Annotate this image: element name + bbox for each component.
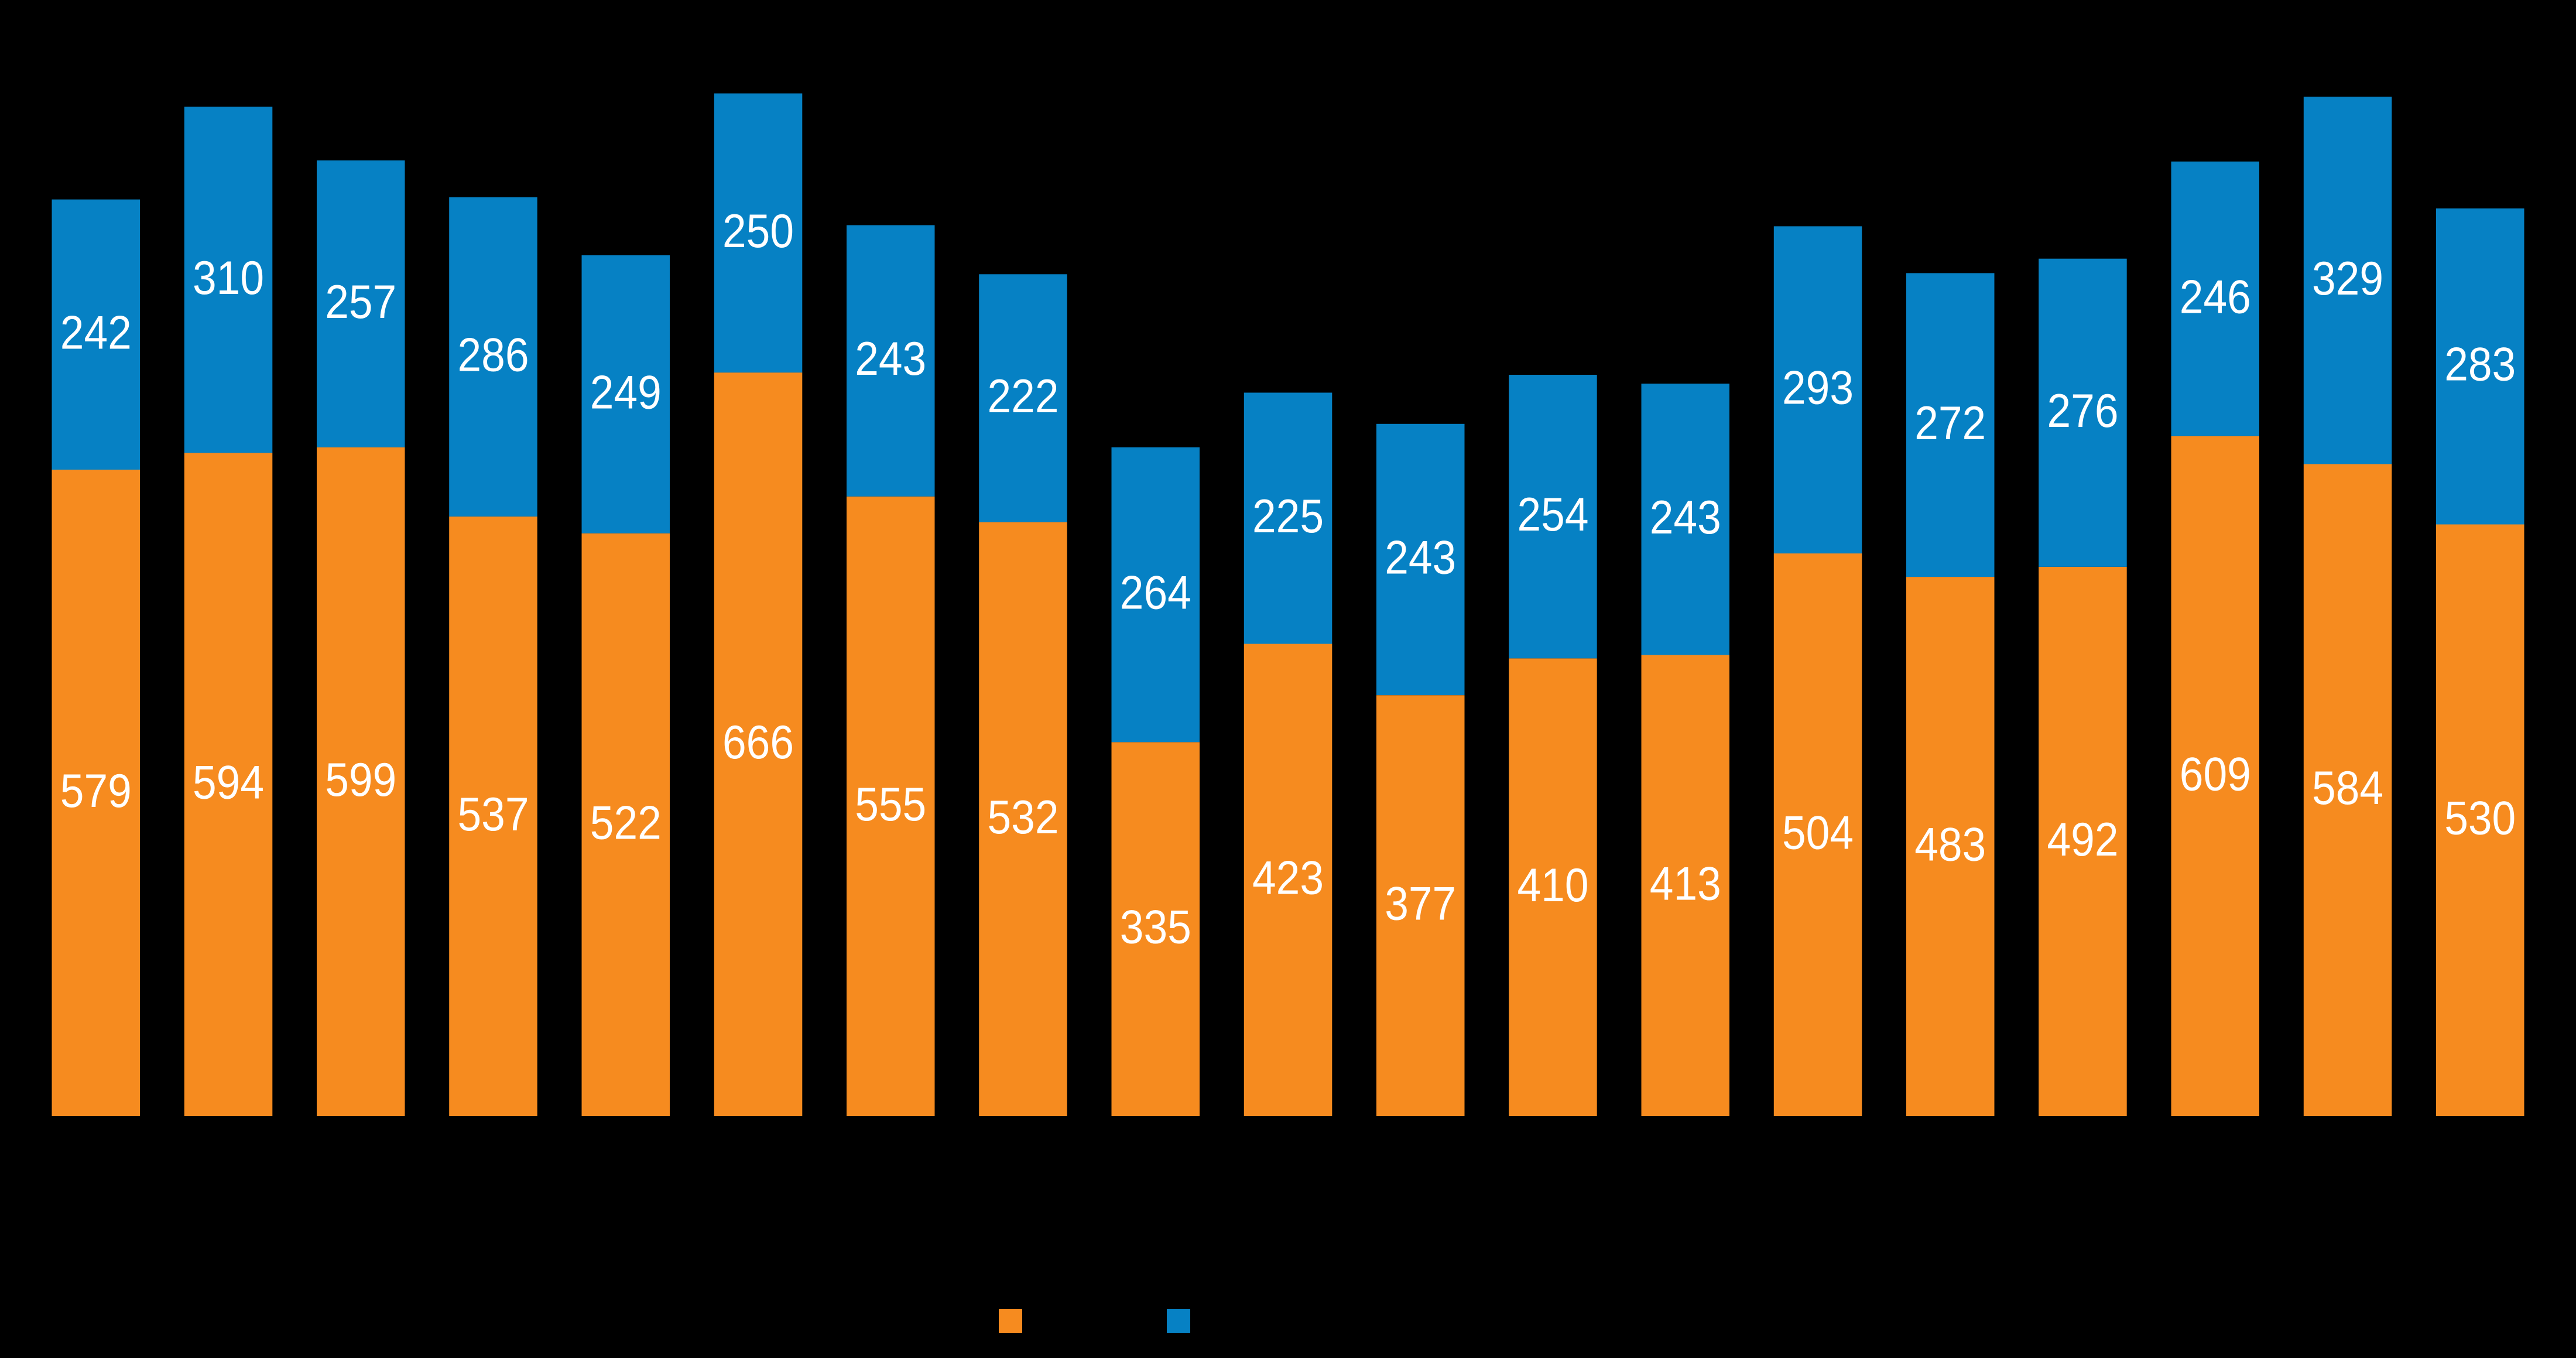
svg-text:609: 609 bbox=[2180, 748, 2251, 801]
svg-text:293: 293 bbox=[1782, 362, 1854, 415]
svg-text:599: 599 bbox=[325, 754, 396, 806]
svg-text:537: 537 bbox=[458, 788, 529, 841]
svg-text:310: 310 bbox=[193, 252, 264, 305]
svg-text:257: 257 bbox=[325, 276, 396, 329]
svg-text:250: 250 bbox=[722, 205, 794, 258]
svg-text:483: 483 bbox=[1914, 819, 1986, 871]
svg-text:335: 335 bbox=[1120, 901, 1191, 954]
svg-text:243: 243 bbox=[1650, 491, 1721, 544]
svg-text:242: 242 bbox=[60, 306, 132, 359]
svg-text:329: 329 bbox=[2312, 252, 2383, 305]
svg-text:532: 532 bbox=[988, 791, 1059, 844]
svg-text:666: 666 bbox=[722, 716, 794, 769]
svg-text:243: 243 bbox=[855, 333, 926, 385]
svg-text:594: 594 bbox=[193, 757, 264, 809]
svg-text:264: 264 bbox=[1120, 567, 1191, 620]
svg-text:413: 413 bbox=[1650, 857, 1721, 910]
svg-text:272: 272 bbox=[1914, 397, 1986, 450]
svg-text:246: 246 bbox=[2180, 271, 2251, 323]
svg-text:530: 530 bbox=[2444, 792, 2516, 845]
svg-text:283: 283 bbox=[2444, 338, 2516, 391]
svg-text:423: 423 bbox=[1252, 852, 1324, 905]
svg-text:225: 225 bbox=[1252, 490, 1324, 543]
svg-text:504: 504 bbox=[1782, 807, 1854, 860]
svg-text:377: 377 bbox=[1385, 878, 1456, 931]
svg-text:492: 492 bbox=[2047, 813, 2119, 866]
svg-text:243: 243 bbox=[1385, 532, 1456, 584]
svg-text:410: 410 bbox=[1517, 859, 1589, 912]
svg-text:522: 522 bbox=[590, 796, 662, 849]
svg-text:276: 276 bbox=[2047, 385, 2119, 437]
svg-text:579: 579 bbox=[60, 765, 132, 817]
svg-text:222: 222 bbox=[988, 370, 1059, 423]
svg-text:254: 254 bbox=[1517, 488, 1589, 541]
svg-text:584: 584 bbox=[2312, 762, 2383, 815]
svg-text:555: 555 bbox=[855, 778, 926, 831]
svg-text:286: 286 bbox=[458, 329, 529, 381]
svg-text:249: 249 bbox=[590, 366, 662, 419]
